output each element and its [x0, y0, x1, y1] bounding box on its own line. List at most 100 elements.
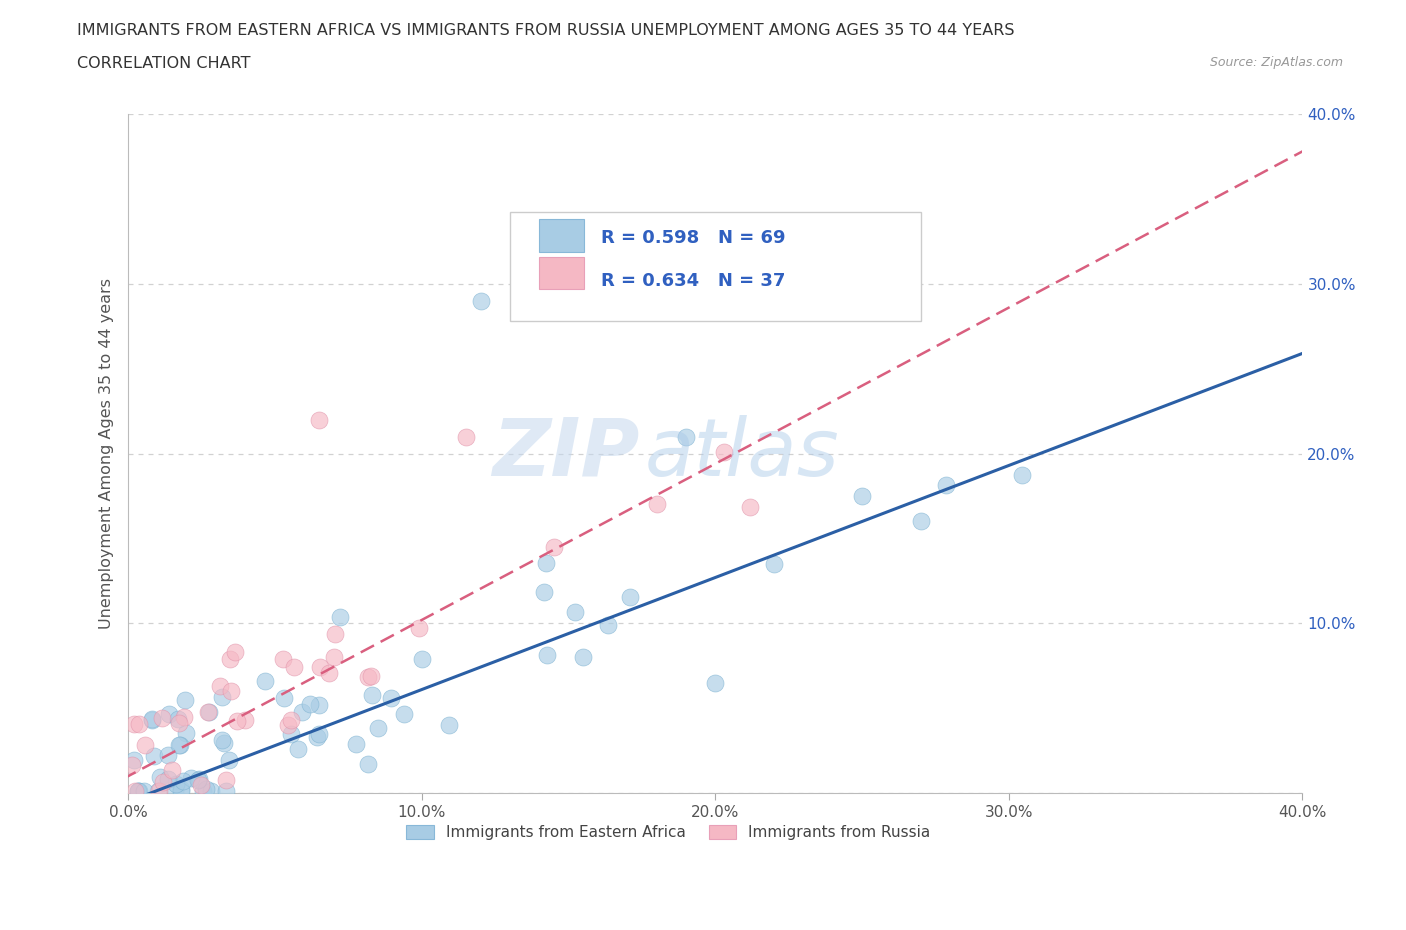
Point — [215, 784, 238, 799]
Point — [198, 705, 221, 720]
Point — [533, 585, 555, 600]
Point — [411, 651, 433, 666]
Point — [713, 445, 735, 459]
Point — [219, 684, 242, 698]
Point — [323, 626, 346, 641]
Point — [180, 770, 202, 785]
Point — [212, 736, 235, 751]
Point — [536, 647, 558, 662]
Point — [122, 716, 145, 731]
Point — [211, 733, 233, 748]
Point — [367, 721, 389, 736]
Point — [193, 784, 215, 799]
Point — [392, 706, 415, 721]
Point — [534, 556, 557, 571]
Point — [195, 781, 218, 796]
Point — [308, 726, 330, 741]
Point — [572, 650, 595, 665]
Text: atlas: atlas — [645, 415, 839, 493]
Point — [357, 757, 380, 772]
Point — [233, 712, 256, 727]
Point — [280, 712, 302, 727]
Point — [763, 556, 786, 571]
Point — [308, 412, 330, 427]
FancyBboxPatch shape — [510, 212, 921, 321]
Text: IMMIGRANTS FROM EASTERN AFRICA VS IMMIGRANTS FROM RUSSIA UNEMPLOYMENT AMONG AGES: IMMIGRANTS FROM EASTERN AFRICA VS IMMIGR… — [77, 23, 1015, 38]
Point — [308, 698, 330, 712]
Point — [1011, 468, 1033, 483]
Point — [211, 689, 233, 704]
Point — [146, 784, 169, 799]
Point — [619, 590, 641, 604]
Point — [596, 618, 619, 632]
Point — [454, 429, 477, 444]
Point — [380, 690, 402, 705]
Point — [283, 659, 305, 674]
Text: Source: ZipAtlas.com: Source: ZipAtlas.com — [1209, 56, 1343, 69]
Point — [346, 737, 368, 751]
Point — [470, 293, 492, 308]
Point — [910, 514, 932, 529]
Point — [172, 773, 194, 788]
Point — [128, 784, 150, 799]
Point — [157, 707, 180, 722]
Point — [357, 670, 380, 684]
Point — [307, 729, 329, 744]
Point — [318, 666, 340, 681]
Point — [167, 715, 190, 730]
Point — [174, 726, 197, 741]
Point — [167, 712, 190, 727]
Point — [740, 499, 762, 514]
Legend: Immigrants from Eastern Africa, Immigrants from Russia: Immigrants from Eastern Africa, Immigran… — [401, 819, 936, 846]
Point — [361, 687, 384, 702]
Point — [215, 773, 238, 788]
Point — [254, 673, 277, 688]
Point — [188, 772, 211, 787]
Point — [121, 758, 143, 773]
Text: R = 0.598   N = 69: R = 0.598 N = 69 — [602, 230, 786, 247]
FancyBboxPatch shape — [540, 219, 583, 252]
Point — [162, 762, 184, 777]
Point — [851, 488, 873, 503]
Point — [197, 705, 219, 720]
Point — [187, 772, 209, 787]
FancyBboxPatch shape — [540, 257, 583, 289]
Text: ZIP: ZIP — [492, 415, 640, 493]
Point — [329, 610, 352, 625]
Point — [167, 737, 190, 752]
Point — [127, 784, 149, 799]
Point — [127, 784, 149, 799]
Point — [291, 705, 314, 720]
Point — [170, 782, 193, 797]
Point — [124, 784, 146, 799]
Point — [156, 771, 179, 786]
Point — [277, 718, 299, 733]
Point — [170, 784, 193, 799]
Text: CORRELATION CHART: CORRELATION CHART — [77, 56, 250, 71]
Point — [150, 711, 173, 725]
Point — [564, 604, 586, 619]
Point — [122, 752, 145, 767]
Point — [309, 659, 332, 674]
Point — [173, 710, 195, 724]
Point — [218, 752, 240, 767]
Point — [208, 678, 231, 693]
Y-axis label: Unemployment Among Ages 35 to 44 years: Unemployment Among Ages 35 to 44 years — [100, 278, 114, 629]
Point — [190, 777, 212, 792]
Point — [148, 784, 170, 799]
Point — [134, 738, 156, 753]
Point — [143, 748, 166, 763]
Point — [165, 777, 187, 791]
Point — [200, 784, 222, 799]
Point — [174, 692, 197, 707]
Point — [141, 712, 163, 727]
Point — [287, 742, 309, 757]
Point — [163, 784, 186, 799]
Point — [408, 620, 430, 635]
Point — [675, 429, 697, 444]
Point — [298, 697, 321, 711]
Point — [141, 712, 163, 727]
Point — [704, 675, 727, 690]
Point — [219, 652, 242, 667]
Point — [935, 477, 957, 492]
